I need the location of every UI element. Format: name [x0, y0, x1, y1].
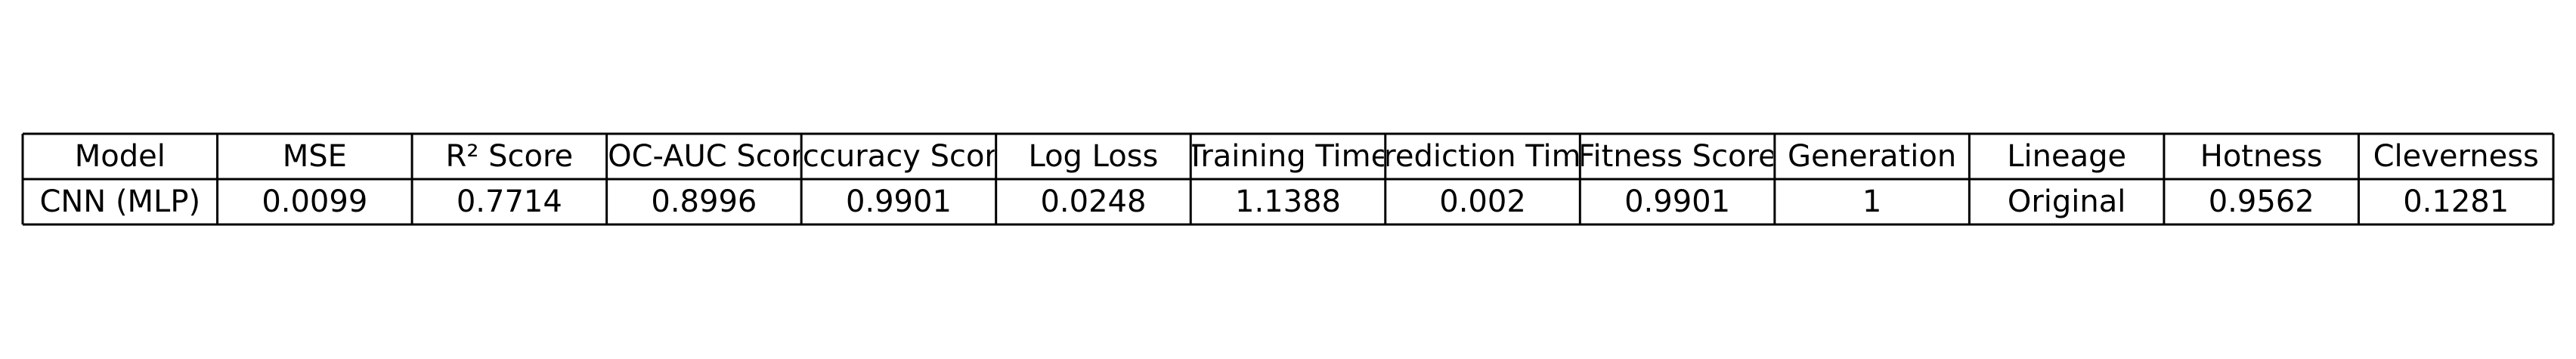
cell-prediction-time: 0.002	[1439, 184, 1526, 219]
cell-roc-auc-score: 0.8996	[651, 184, 757, 219]
header-mse: MSE	[283, 139, 347, 174]
cell-lineage: Original	[2008, 184, 2126, 219]
header-log-loss: Log Loss	[1029, 139, 1159, 174]
header-prediction-time: Prediction Time	[1366, 139, 1599, 174]
cell-r-score: 0.7714	[457, 184, 562, 219]
table-body: CNN (MLP) 0.0099 0.7714 0.8996 0.9901 0.0248 1…	[39, 184, 2509, 219]
cell-log-loss: 0.0248	[1040, 184, 1146, 219]
cell-mse: 0.0099	[262, 184, 367, 219]
header-roc-auc-score: ROC-AUC Score	[587, 139, 821, 174]
header-training-time: Training Time	[1186, 139, 1389, 174]
header-cleverness: Cleverness	[2373, 139, 2539, 174]
header-hotness: Hotness	[2200, 139, 2323, 174]
cell-model: CNN (MLP)	[39, 184, 200, 219]
cell-hotness: 0.9562	[2209, 184, 2314, 219]
header-model: Model	[75, 139, 166, 174]
table-grid	[21, 132, 2555, 226]
header-accuracy-score: Accuracy Score	[782, 139, 1014, 174]
cell-accuracy-score: 0.9901	[846, 184, 952, 219]
cell-fitness-score: 0.9901	[1624, 184, 1730, 219]
header-r-score: R² Score	[446, 139, 574, 174]
header-fitness-score: Fitness Score	[1577, 139, 1776, 174]
header-lineage: Lineage	[2007, 139, 2126, 174]
cell-training-time: 1.1388	[1235, 184, 1341, 219]
cell-generation: 1	[1862, 184, 1881, 219]
cell-cleverness: 0.1281	[2403, 184, 2509, 219]
header-generation: Generation	[1788, 139, 1956, 174]
